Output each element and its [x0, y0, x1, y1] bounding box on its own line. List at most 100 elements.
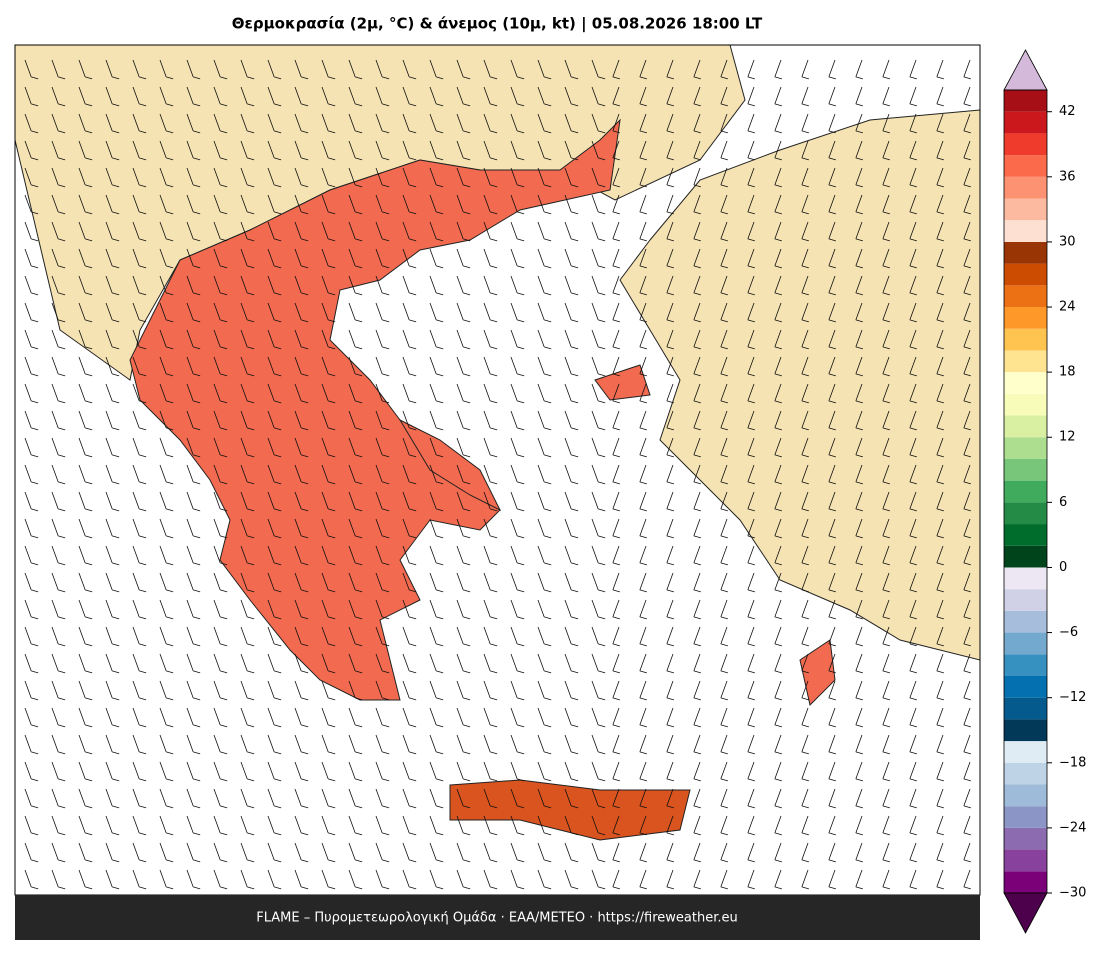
barb-flag: [490, 508, 498, 512]
barb-flag: [909, 589, 917, 593]
barb: [402, 167, 410, 186]
barb-flag: [85, 589, 93, 593]
barb: [720, 302, 728, 321]
barb: [936, 275, 944, 294]
barb: [963, 194, 971, 213]
barb-flag: [328, 238, 336, 242]
barb-flag: [112, 103, 120, 107]
barb: [693, 680, 701, 699]
barb: [186, 815, 194, 834]
barb: [537, 437, 545, 456]
barb-flag: [58, 481, 66, 485]
barb-flag: [112, 427, 120, 431]
barb: [240, 464, 248, 483]
barb-flag: [639, 400, 647, 404]
barb: [78, 869, 86, 888]
barb-flag: [747, 292, 755, 296]
barb-flag: [963, 103, 971, 107]
barb: [510, 815, 518, 834]
barb-flag: [382, 670, 390, 674]
barb: [267, 680, 275, 699]
barb-flag: [909, 562, 917, 566]
barb-flag: [58, 886, 66, 890]
barb-flag: [382, 184, 390, 188]
barb-flag: [247, 184, 255, 188]
barb: [78, 410, 86, 429]
barb-flag: [855, 724, 863, 728]
barb: [612, 518, 620, 537]
barb-flag: [166, 346, 174, 350]
barb: [828, 437, 836, 456]
barb-flag: [247, 751, 255, 755]
barb: [537, 275, 545, 294]
barb-flag: [382, 616, 390, 620]
barb: [537, 869, 545, 888]
colorbar-tick-label: −12: [1059, 690, 1086, 705]
barb-flag: [517, 724, 525, 728]
barb-flag: [882, 724, 890, 728]
barb-flag: [517, 508, 525, 512]
barb: [510, 761, 518, 780]
colorbar-band: [1004, 220, 1047, 242]
barb-flag: [963, 724, 971, 728]
barb: [828, 491, 836, 510]
barb-flag: [544, 346, 552, 350]
barb-flag: [517, 481, 525, 485]
barb-flag: [666, 589, 674, 593]
barb-flag: [720, 184, 728, 188]
barb: [828, 761, 836, 780]
barb-flag: [855, 697, 863, 701]
barb: [294, 491, 302, 510]
barb-flag: [220, 157, 228, 161]
barb: [51, 248, 59, 267]
barb-flag: [490, 616, 498, 620]
barb: [186, 518, 194, 537]
barb: [483, 653, 491, 672]
barb-flag: [598, 400, 606, 404]
barb-flag: [598, 265, 606, 269]
barb-flag: [382, 454, 390, 458]
barb: [639, 113, 647, 132]
barb: [348, 734, 356, 753]
barb: [402, 194, 410, 213]
barb: [639, 545, 647, 564]
colorbar-band: [1004, 155, 1047, 177]
barb-flag: [801, 670, 809, 674]
barb-flag: [720, 481, 728, 485]
barb-flag: [247, 778, 255, 782]
barb: [348, 383, 356, 402]
barb-flag: [274, 184, 282, 188]
barb: [78, 680, 86, 699]
barb: [537, 464, 545, 483]
barb: [774, 356, 782, 375]
barb: [564, 815, 572, 834]
barb-flag: [31, 616, 39, 620]
barb-flag: [382, 832, 390, 836]
barb-flag: [112, 130, 120, 134]
barb-flag: [166, 697, 174, 701]
barb-flag: [382, 589, 390, 593]
barb: [159, 491, 167, 510]
barb: [510, 410, 518, 429]
barb-flag: [720, 589, 728, 593]
barb: [429, 842, 437, 861]
barb: [510, 842, 518, 861]
barb-flag: [855, 103, 863, 107]
barb: [294, 842, 302, 861]
barb-flag: [112, 400, 120, 404]
barb-flag: [571, 130, 579, 134]
barb: [159, 86, 167, 105]
barb: [774, 599, 782, 618]
barb: [747, 140, 755, 159]
barb-flag: [193, 319, 201, 323]
barb-flag: [774, 184, 782, 188]
barb-flag: [193, 103, 201, 107]
barb: [828, 86, 836, 105]
barb-flag: [301, 832, 309, 836]
barb: [639, 734, 647, 753]
barb: [909, 680, 917, 699]
barb: [483, 626, 491, 645]
barb-flag: [774, 481, 782, 485]
barb: [321, 734, 329, 753]
barb: [456, 302, 464, 321]
